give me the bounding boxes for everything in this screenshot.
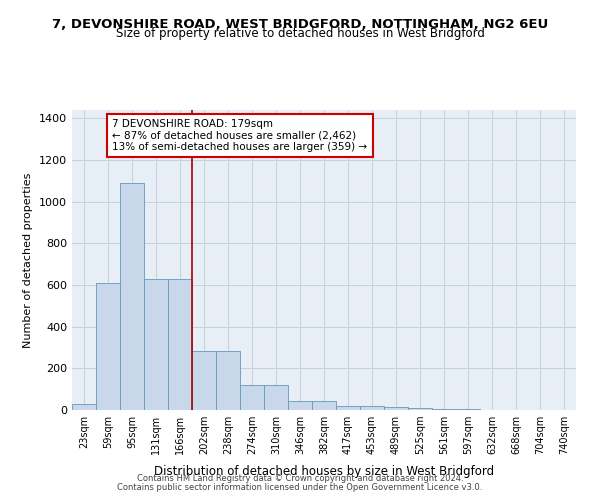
Bar xyxy=(336,406,360,410)
Bar xyxy=(192,350,216,410)
X-axis label: Distribution of detached houses by size in West Bridgford: Distribution of detached houses by size … xyxy=(154,466,494,478)
Bar xyxy=(240,385,264,410)
Bar xyxy=(384,407,408,410)
Bar xyxy=(288,400,312,410)
Text: 7 DEVONSHIRE ROAD: 179sqm
← 87% of detached houses are smaller (2,462)
13% of se: 7 DEVONSHIRE ROAD: 179sqm ← 87% of detac… xyxy=(112,119,367,152)
Bar xyxy=(168,279,192,410)
Text: Contains HM Land Registry data © Crown copyright and database right 2024.: Contains HM Land Registry data © Crown c… xyxy=(137,474,463,483)
Text: Contains public sector information licensed under the Open Government Licence v3: Contains public sector information licen… xyxy=(118,482,482,492)
Bar xyxy=(144,279,168,410)
Bar xyxy=(216,350,240,410)
Bar xyxy=(360,406,384,410)
Bar xyxy=(120,183,144,410)
Bar xyxy=(432,409,456,410)
Bar xyxy=(72,404,96,410)
Bar xyxy=(312,400,336,410)
Bar xyxy=(408,408,432,410)
Bar xyxy=(96,283,120,410)
Y-axis label: Number of detached properties: Number of detached properties xyxy=(23,172,34,348)
Text: 7, DEVONSHIRE ROAD, WEST BRIDGFORD, NOTTINGHAM, NG2 6EU: 7, DEVONSHIRE ROAD, WEST BRIDGFORD, NOTT… xyxy=(52,18,548,30)
Text: Size of property relative to detached houses in West Bridgford: Size of property relative to detached ho… xyxy=(116,28,484,40)
Bar xyxy=(264,385,288,410)
